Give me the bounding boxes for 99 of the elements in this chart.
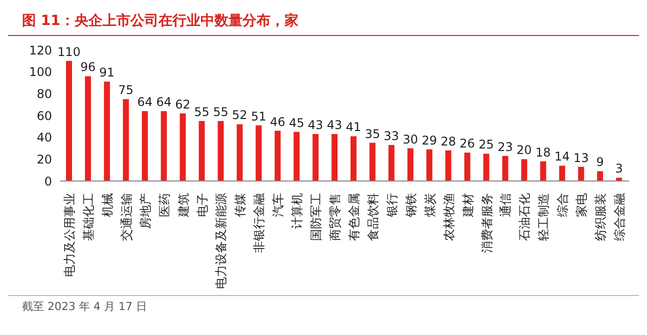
bar bbox=[616, 178, 622, 181]
x-tick-label: 房地产 bbox=[138, 193, 152, 229]
x-tick-label: 纺织服装 bbox=[594, 193, 608, 241]
bar bbox=[388, 144, 394, 181]
x-tick-label: 通信 bbox=[498, 193, 513, 217]
x-tick-label: 钢铁 bbox=[404, 193, 418, 218]
x-tick-label: 建材 bbox=[460, 193, 475, 218]
y-tick-label: 80 bbox=[36, 86, 52, 101]
x-tick-label: 综合 bbox=[556, 193, 570, 217]
data-label: 43 bbox=[308, 118, 324, 132]
x-tick-label: 传媒 bbox=[233, 193, 248, 217]
data-label: 9 bbox=[596, 155, 604, 170]
data-label: 75 bbox=[118, 83, 134, 98]
data-label: 43 bbox=[326, 118, 342, 132]
bar bbox=[84, 76, 91, 181]
data-label: 20 bbox=[516, 143, 532, 158]
data-label: 33 bbox=[384, 128, 400, 143]
x-tick-label: 家电 bbox=[574, 193, 589, 217]
data-label: 64 bbox=[137, 95, 153, 110]
bar bbox=[407, 148, 414, 181]
data-label: 28 bbox=[440, 134, 456, 148]
data-label: 96 bbox=[80, 60, 96, 74]
bar bbox=[483, 154, 490, 181]
data-label: 41 bbox=[346, 120, 362, 134]
bar bbox=[104, 82, 110, 181]
data-label: 46 bbox=[270, 114, 286, 129]
x-tick-label: 建筑 bbox=[176, 193, 190, 218]
y-tick-label: 120 bbox=[29, 43, 52, 58]
bar bbox=[464, 152, 470, 181]
data-label: 25 bbox=[478, 138, 494, 152]
bar bbox=[256, 125, 262, 181]
bar bbox=[578, 166, 584, 181]
x-tick-label: 国防军工 bbox=[309, 193, 324, 241]
bar bbox=[294, 132, 300, 181]
chart-title: 图 11：央企上市公司在行业中数量分布，家 bbox=[8, 8, 639, 36]
y-tick-label: 100 bbox=[29, 65, 52, 80]
data-label: 110 bbox=[58, 44, 80, 59]
data-label: 30 bbox=[402, 132, 418, 146]
x-tick-label: 农林牧渔 bbox=[442, 193, 456, 241]
bar bbox=[521, 159, 528, 181]
data-label: 13 bbox=[573, 150, 589, 165]
bar bbox=[66, 60, 72, 181]
x-tick-label: 综合金融 bbox=[612, 193, 627, 241]
bar bbox=[236, 124, 243, 181]
data-label: 55 bbox=[213, 104, 228, 119]
data-label: 64 bbox=[156, 95, 172, 110]
x-tick-label: 有色金属 bbox=[346, 193, 361, 241]
data-label: 52 bbox=[232, 108, 248, 122]
bar bbox=[350, 136, 356, 181]
bar bbox=[180, 113, 186, 181]
x-tick-label: 石油石化 bbox=[518, 193, 532, 241]
x-tick-label: 商贸零售 bbox=[328, 193, 342, 241]
x-tick-label: 电力及公用事业 bbox=[62, 193, 76, 277]
x-tick-label: 煤炭 bbox=[422, 193, 437, 217]
x-tick-label: 非银行金融 bbox=[252, 193, 266, 253]
data-label: 29 bbox=[422, 133, 438, 148]
bar bbox=[142, 111, 148, 181]
bar bbox=[332, 134, 338, 181]
bar bbox=[426, 149, 432, 181]
y-tick-label: 20 bbox=[36, 152, 52, 166]
x-tick-label: 轻工制造 bbox=[536, 193, 551, 241]
data-label: 35 bbox=[364, 126, 380, 141]
x-tick-label: 机械 bbox=[100, 193, 114, 217]
x-tick-label: 食品饮料 bbox=[366, 193, 380, 241]
x-tick-label: 医药 bbox=[157, 193, 172, 217]
x-tick-label: 计算机 bbox=[290, 193, 304, 229]
x-tick-label: 电力设备及新能源 bbox=[214, 193, 228, 289]
data-label: 51 bbox=[251, 109, 266, 124]
bar bbox=[597, 171, 604, 181]
x-tick-label: 交通运输 bbox=[119, 193, 134, 241]
bar bbox=[122, 99, 129, 181]
bar bbox=[369, 142, 376, 181]
data-label: 45 bbox=[288, 116, 304, 130]
data-label: 62 bbox=[175, 97, 190, 112]
bar bbox=[445, 150, 452, 181]
bar bbox=[274, 130, 281, 181]
data-label: 55 bbox=[194, 104, 210, 119]
bar bbox=[559, 166, 566, 181]
y-tick-label: 0 bbox=[44, 174, 52, 188]
data-label: 23 bbox=[498, 140, 513, 154]
x-tick-label: 银行 bbox=[384, 193, 399, 218]
x-tick-label: 汽车 bbox=[271, 193, 286, 217]
bar bbox=[218, 120, 224, 181]
x-tick-label: 消费者服务 bbox=[480, 193, 494, 253]
x-tick-label: 电子 bbox=[195, 193, 210, 217]
bar bbox=[312, 134, 319, 181]
data-label: 14 bbox=[554, 150, 570, 164]
y-tick-label: 40 bbox=[36, 130, 52, 145]
data-label: 91 bbox=[99, 66, 115, 80]
data-label: 18 bbox=[536, 145, 551, 160]
bar bbox=[160, 111, 167, 181]
data-label: 3 bbox=[615, 162, 623, 176]
bar bbox=[198, 120, 205, 181]
y-tick-label: 60 bbox=[36, 108, 52, 123]
x-tick-label: 基础化工 bbox=[81, 193, 96, 241]
bar bbox=[502, 156, 508, 181]
text: 截至 2023 年 4 月 17 日 bbox=[22, 299, 148, 314]
data-label: 26 bbox=[460, 136, 475, 151]
bar bbox=[540, 161, 546, 181]
